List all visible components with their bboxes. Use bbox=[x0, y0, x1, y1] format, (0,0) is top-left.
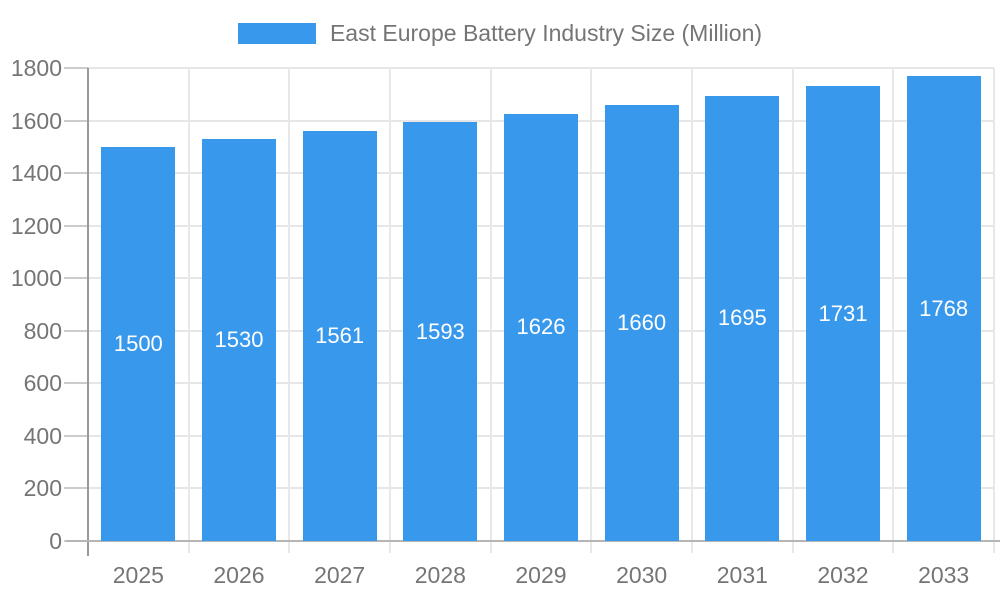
bar-value-label: 1660 bbox=[617, 309, 667, 335]
y-axis-label: 1000 bbox=[10, 265, 62, 292]
bar-2027: 1561 bbox=[302, 130, 377, 541]
category-gridline bbox=[489, 68, 492, 553]
x-axis-label: 2025 bbox=[112, 562, 164, 588]
y-axis-label: 600 bbox=[23, 370, 62, 397]
y-axis-tick bbox=[64, 434, 88, 437]
gridline bbox=[88, 67, 994, 69]
bar-value-label: 1695 bbox=[717, 305, 767, 331]
category-gridline bbox=[993, 68, 995, 553]
y-axis-tick bbox=[64, 487, 88, 490]
bar-value-label: 1626 bbox=[516, 314, 566, 340]
y-axis-label: 800 bbox=[23, 317, 62, 344]
bar-2030: 1660 bbox=[604, 104, 679, 541]
category-gridline bbox=[590, 68, 593, 553]
x-axis-label: 2026 bbox=[213, 562, 265, 588]
y-axis-label: 1400 bbox=[10, 160, 62, 187]
x-axis-label: 2032 bbox=[817, 562, 869, 588]
legend-swatch bbox=[237, 22, 316, 44]
y-axis-line bbox=[87, 68, 89, 556]
bar-2026: 1530 bbox=[202, 138, 276, 541]
y-axis-label: 400 bbox=[23, 422, 62, 449]
bar-value-label: 1768 bbox=[919, 295, 969, 321]
category-gridline bbox=[691, 68, 693, 553]
legend-title: East Europe Battery Industry Size (Milli… bbox=[329, 20, 763, 46]
y-axis-tick bbox=[64, 119, 88, 122]
y-axis-label: 1600 bbox=[10, 107, 62, 134]
chart-legend: East Europe Battery Industry Size (Milli… bbox=[0, 13, 1000, 53]
category-gridline bbox=[389, 68, 391, 553]
y-axis-tick bbox=[64, 67, 88, 69]
bar-2029: 1626 bbox=[504, 113, 578, 541]
category-gridline bbox=[187, 68, 190, 553]
category-gridline bbox=[791, 68, 794, 553]
y-axis-label: 200 bbox=[23, 475, 62, 502]
bar-value-label: 1500 bbox=[113, 330, 163, 356]
y-axis-tick bbox=[64, 329, 88, 332]
y-axis-label: 1800 bbox=[10, 55, 62, 81]
bar-value-label: 1593 bbox=[415, 318, 465, 344]
x-axis-label: 2030 bbox=[616, 562, 668, 588]
y-axis-tick bbox=[64, 172, 88, 175]
bar-2025: 1500 bbox=[101, 146, 176, 541]
y-axis-label: 0 bbox=[49, 528, 62, 554]
category-gridline bbox=[892, 68, 895, 553]
x-axis-label: 2029 bbox=[515, 562, 567, 588]
y-axis-tick bbox=[64, 382, 88, 385]
bar-2033: 1768 bbox=[906, 76, 981, 541]
bar-2031: 1695 bbox=[705, 95, 780, 541]
y-axis-label: 1200 bbox=[10, 212, 62, 239]
bar-value-label: 1530 bbox=[214, 326, 264, 352]
y-axis-tick bbox=[64, 224, 88, 227]
x-axis-line bbox=[66, 540, 1000, 542]
bar-2028: 1593 bbox=[403, 122, 478, 541]
bar-value-label: 1731 bbox=[818, 300, 868, 326]
x-axis-label: 2031 bbox=[716, 562, 768, 588]
bar-2032: 1731 bbox=[806, 86, 880, 541]
category-gridline bbox=[288, 68, 291, 553]
bar-value-label: 1561 bbox=[315, 322, 365, 348]
x-axis-label: 2033 bbox=[918, 562, 970, 588]
y-axis-tick bbox=[64, 277, 88, 280]
x-axis-label: 2027 bbox=[314, 562, 366, 588]
x-axis-label: 2028 bbox=[414, 562, 466, 588]
